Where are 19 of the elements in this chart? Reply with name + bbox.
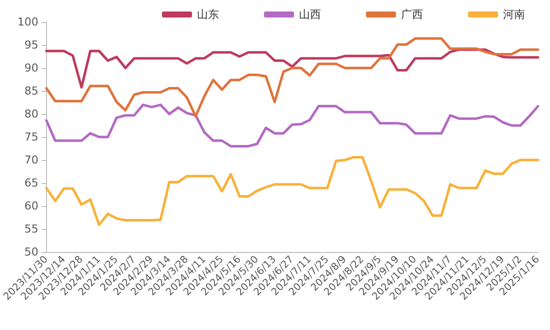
legend-label: 广西 [401,8,423,21]
y-tick-label: 80 [24,108,38,120]
line-series [45,48,540,89]
y-tick-label: 60 [24,200,38,212]
line-series [45,104,540,148]
y-tick-label: 50 [24,246,38,258]
legend-label: 山西 [299,8,321,21]
y-tick-label: 100 [17,16,38,28]
line-series [45,37,540,118]
line-series [45,156,540,226]
y-tick-label: 65 [24,176,38,190]
y-tick-label: 55 [24,222,38,236]
y-tick-label: 95 [24,38,38,52]
y-tick-label: 85 [24,84,38,98]
legend-label: 山东 [197,8,219,21]
y-tick-label: 75 [24,130,38,144]
legend-label: 河南 [503,8,525,21]
y-tick-label: 70 [24,154,38,166]
y-tick-label: 90 [24,62,38,74]
